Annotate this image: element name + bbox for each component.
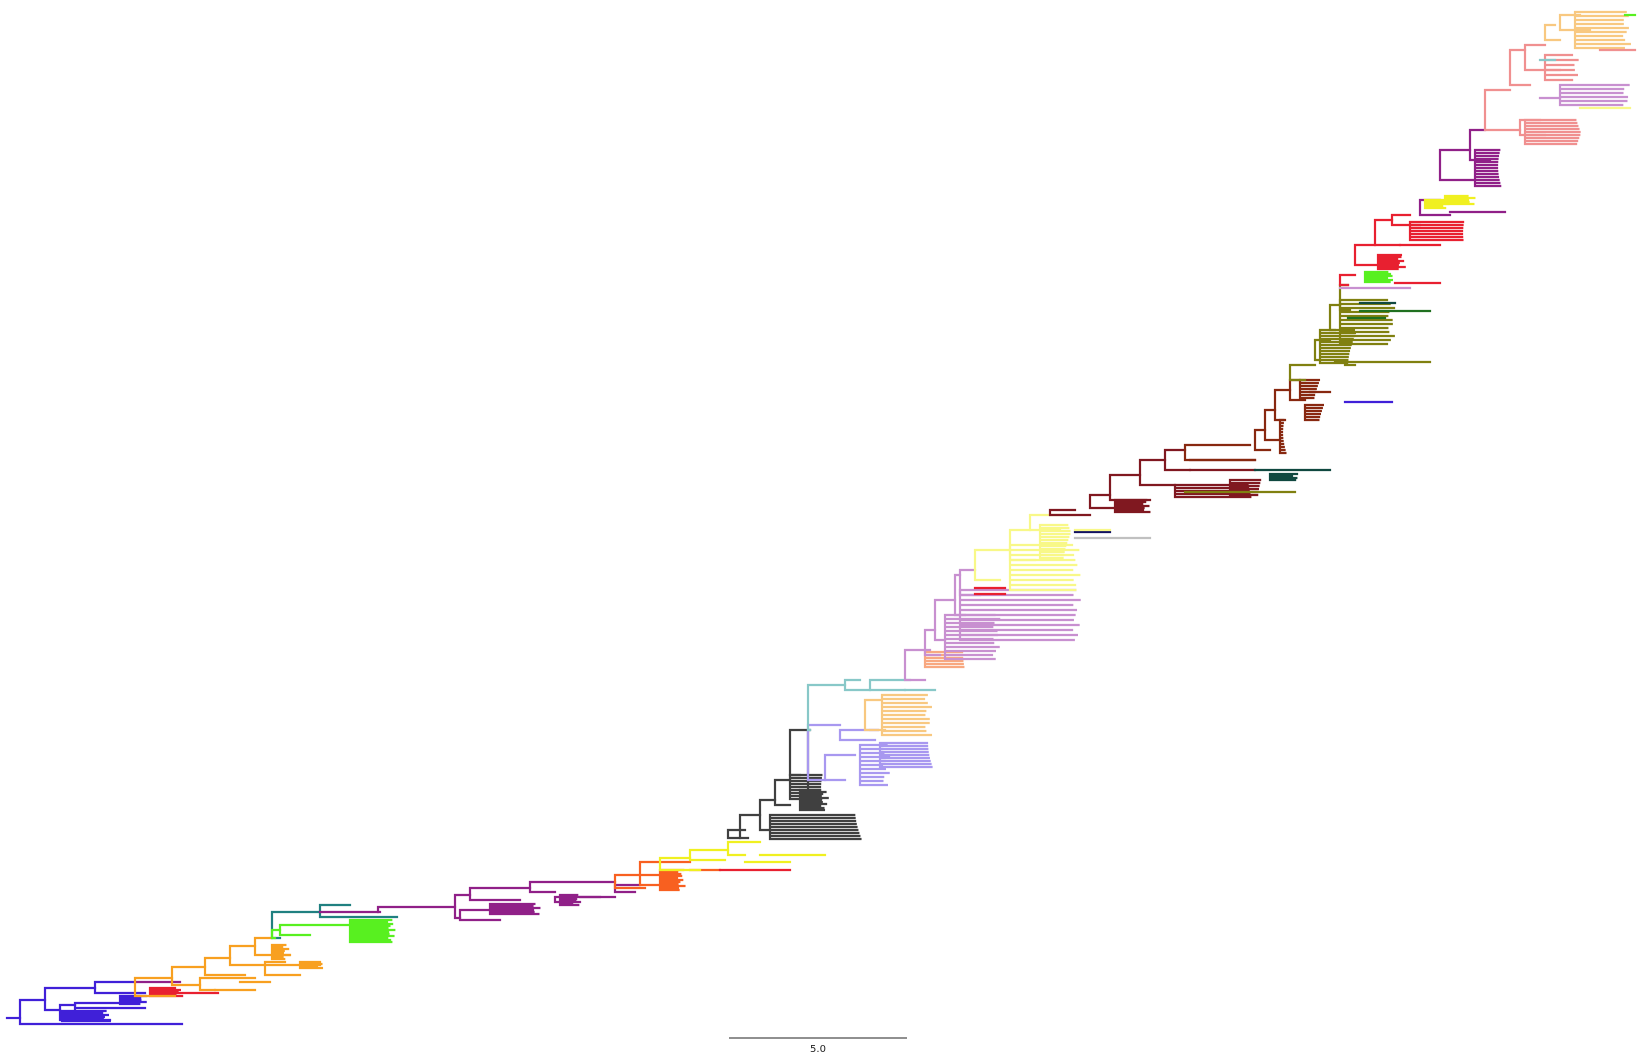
tree-branch — [1338, 273, 1357, 287]
tree-branch — [878, 741, 933, 769]
tree-branch — [118, 994, 148, 1006]
tree-branch — [923, 628, 942, 657]
tree-branch — [1228, 478, 1262, 497]
tree-branch — [843, 678, 872, 692]
tree-branch — [1088, 493, 1117, 510]
tree-branch — [1373, 218, 1402, 247]
tree-branch — [868, 678, 912, 692]
tree-branch — [726, 828, 747, 840]
tree-branch — [1048, 508, 1092, 517]
tree-branch — [1523, 118, 1581, 146]
tree-branch — [1363, 270, 1393, 284]
tree-branch — [1523, 43, 1562, 72]
tree-branch — [1376, 253, 1406, 271]
tree-branch — [1508, 48, 1532, 87]
tree-branch — [1483, 88, 1522, 132]
tree-branch — [93, 980, 147, 995]
tree-branch — [1138, 458, 1177, 487]
tree-branch — [1390, 213, 1422, 227]
tree-branch — [1288, 363, 1317, 382]
tree-branch — [973, 548, 1012, 582]
tree-branch — [1183, 443, 1257, 462]
scale-bar: 5.0 — [729, 1037, 907, 1055]
tree-branch — [658, 868, 686, 892]
tree-branch — [1113, 498, 1151, 514]
tree-branch — [270, 943, 291, 961]
tree-branch — [1303, 403, 1324, 422]
tree-branch — [788, 728, 810, 777]
tree-branch — [1328, 303, 1342, 332]
tree-branch — [453, 893, 472, 920]
tree-branch — [228, 944, 267, 967]
scale-bar-label: 5.0 — [810, 1044, 826, 1055]
tree-branch — [278, 923, 352, 937]
tree-branch — [1338, 298, 1396, 346]
tree-branch — [758, 798, 777, 832]
tree-branch — [376, 905, 457, 914]
tree-branch — [298, 960, 324, 970]
tree-branch — [880, 693, 933, 737]
tree-branch — [528, 880, 617, 894]
tree-branch — [1443, 194, 1476, 206]
tree-branch — [133, 976, 177, 998]
tree-branch — [1408, 220, 1465, 242]
tree-branch — [263, 960, 322, 977]
tree-branch — [1268, 472, 1299, 482]
tree-branch — [1278, 418, 1287, 455]
tree-branch — [1423, 198, 1450, 210]
tree-branch — [773, 778, 792, 807]
tree-branch — [1543, 53, 1579, 82]
tree-branch — [468, 886, 532, 902]
tree-branch — [60, 1009, 111, 1023]
tree-branch — [1263, 408, 1282, 442]
tree-branch — [270, 928, 282, 940]
tree-branch — [688, 848, 730, 862]
tree-branch — [198, 976, 257, 992]
tree-branch — [1253, 428, 1272, 452]
tree-branch — [488, 902, 541, 916]
tree-branch — [148, 986, 184, 998]
tree-branch — [1543, 23, 1562, 42]
tree-branch — [613, 873, 662, 890]
tree-branch — [1108, 473, 1152, 502]
tree-branch — [1473, 148, 1502, 188]
tree-branch — [726, 840, 762, 857]
tree-branch — [1438, 148, 1477, 182]
tree-branch — [18, 998, 184, 1026]
tree-branch — [933, 598, 957, 642]
tree-branch — [1298, 378, 1321, 400]
tree-branch — [348, 918, 396, 944]
tree-branch — [1353, 243, 1380, 267]
tree-branch — [1273, 388, 1292, 422]
tree-branch — [806, 723, 842, 782]
tree-branch — [1573, 10, 1631, 50]
tree-branch — [73, 1001, 147, 1017]
tree-branch — [958, 568, 982, 597]
tree-branches — [5, 10, 1637, 1026]
tree-branch — [838, 728, 880, 742]
tree-branch — [1558, 83, 1630, 107]
tree-branch — [658, 856, 702, 872]
tree-branch — [788, 773, 823, 801]
tree-branch — [738, 813, 762, 840]
tree-branch — [1163, 448, 1192, 472]
tree-branch — [806, 683, 847, 732]
tree-branch — [458, 908, 502, 922]
tree-branch — [170, 965, 207, 987]
tree-branch — [558, 893, 580, 907]
tree-branch — [1318, 328, 1357, 365]
tree-branch — [43, 986, 97, 1012]
tree-branch — [823, 753, 857, 782]
tree-branch — [203, 956, 247, 977]
tree-branch — [958, 588, 1081, 642]
tree-branch — [858, 743, 891, 787]
tree-branch — [1038, 523, 1071, 560]
tree-branch — [768, 813, 862, 841]
tree-branch — [923, 650, 965, 669]
